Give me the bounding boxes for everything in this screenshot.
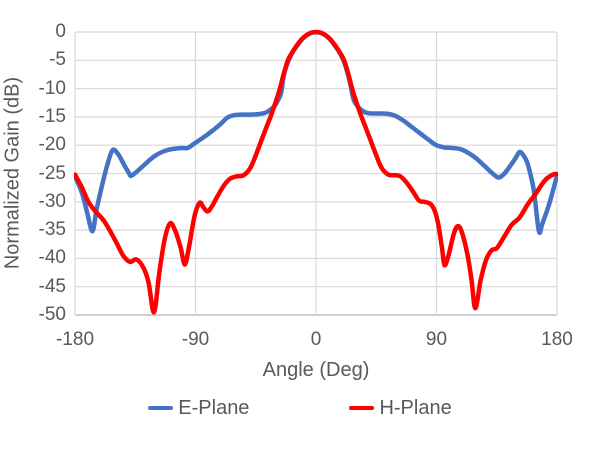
legend-dash-icon-e-plane: [148, 405, 174, 411]
y-axis-title: Normalized Gain (dB): [1, 76, 24, 270]
legend-label-e-plane: E-Plane: [178, 396, 250, 419]
y-tick-label--20: -20: [38, 134, 66, 156]
y-tick-label--40: -40: [38, 247, 66, 269]
legend-item-e-plane: E-Plane: [148, 397, 249, 420]
legend: E-Plane H-Plane: [0, 396, 600, 420]
y-tick-label--10: -10: [38, 77, 66, 99]
y-tick-label--5: -5: [49, 49, 66, 71]
legend-label-h-plane: H-Plane: [379, 396, 452, 419]
series-curve-h-plane: [74, 29, 558, 315]
x-tick-label-0: 0: [310, 329, 322, 350]
x-axis-title: Angle (Deg): [262, 359, 370, 381]
y-tick-label--30: -30: [38, 190, 66, 212]
y-tick-label--15: -15: [38, 105, 66, 127]
x-tick-label-90: 90: [425, 329, 448, 350]
legend-item-h-plane: H-Plane: [349, 396, 452, 420]
x-tick-label--90: -90: [181, 329, 210, 350]
x-tick-label-180: 180: [541, 329, 573, 350]
y-tick-label--35: -35: [38, 219, 66, 241]
y-tick-label--50: -50: [38, 304, 66, 325]
y-tick-label-0: 0: [55, 21, 66, 42]
y-tick-label--25: -25: [38, 162, 66, 184]
x-tick-label--180: -180: [55, 329, 95, 350]
legend-dash-icon-h-plane: [349, 405, 375, 411]
y-tick-label--45: -45: [38, 275, 66, 297]
